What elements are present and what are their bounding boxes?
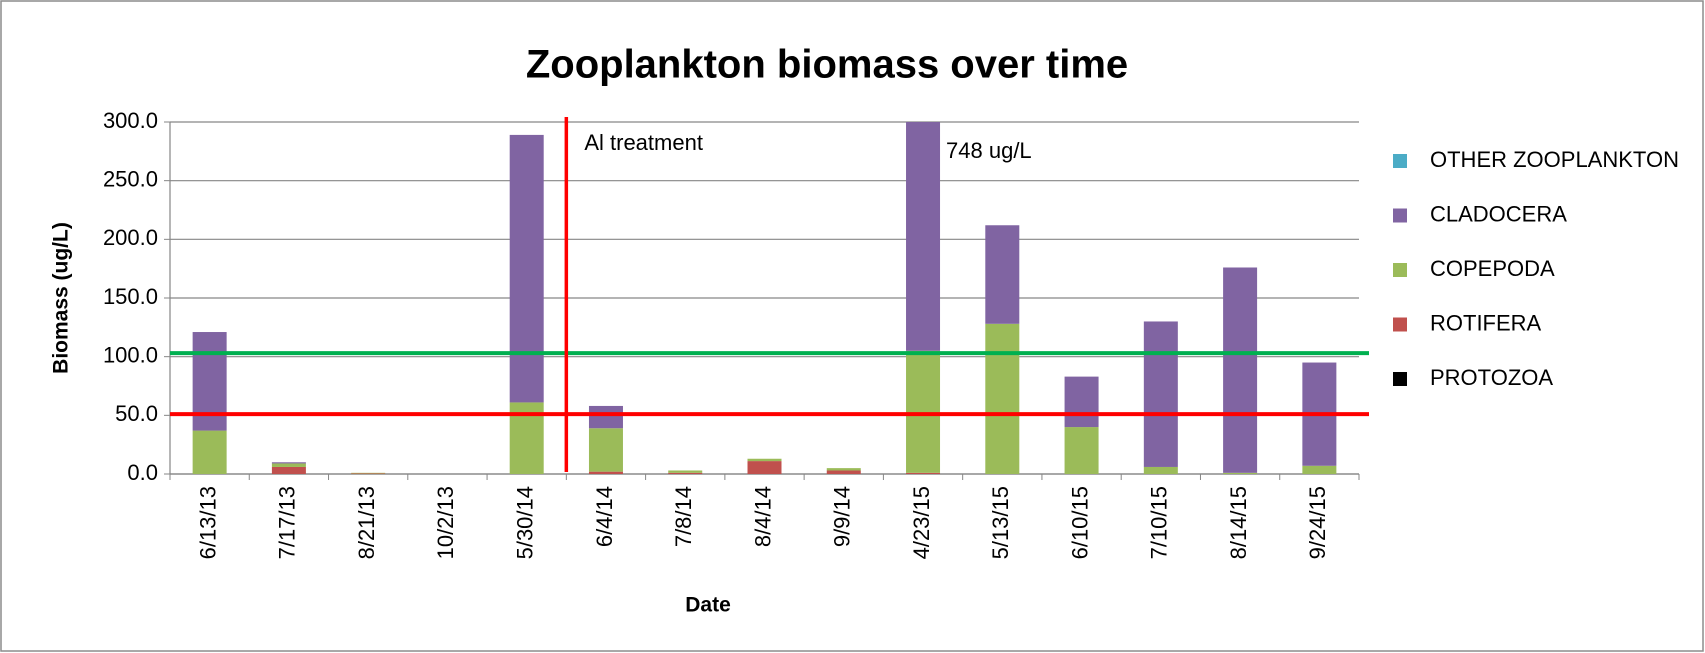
legend-swatch — [1393, 372, 1407, 386]
y-tick-label: 50.0 — [115, 401, 158, 426]
legend-label: ROTIFERA — [1430, 310, 1542, 335]
bar-segment — [826, 468, 861, 471]
x-axis-title: Date — [685, 594, 731, 617]
x-tick-label: 6/13/13 — [195, 486, 220, 559]
legend-label: COPEPODA — [1430, 256, 1555, 281]
legend-swatch — [1393, 154, 1407, 168]
x-tick-label: 8/21/13 — [354, 486, 379, 559]
bar-segment — [985, 323, 1020, 474]
x-tick-label: 5/30/14 — [513, 486, 538, 559]
bar-segment — [1302, 465, 1337, 474]
legend-swatch — [1393, 263, 1407, 277]
bar-segment — [588, 471, 623, 474]
legend-swatch — [1393, 208, 1407, 223]
y-tick-label: 200.0 — [103, 225, 158, 250]
bar-segment — [985, 225, 1020, 324]
x-tick-label: 8/4/14 — [750, 486, 775, 547]
y-axis-title: Biomass (ug/L) — [50, 222, 73, 374]
bar-segment — [747, 461, 782, 474]
y-tick-label: 150.0 — [103, 284, 158, 309]
x-tick-label: 5/13/15 — [988, 486, 1013, 559]
x-tick-label: 10/2/13 — [433, 486, 458, 559]
bar-segment — [906, 350, 941, 473]
bar-segment — [906, 472, 941, 474]
annotation: Al treatment — [584, 130, 703, 155]
y-tick-label: 300.0 — [103, 108, 158, 133]
bar-segment — [192, 430, 227, 474]
x-tick-label: 7/17/13 — [275, 486, 300, 559]
bar-segment — [588, 405, 623, 429]
bar-segment — [271, 466, 306, 474]
x-tick-label: 7/8/14 — [671, 486, 696, 547]
x-tick-label: 6/10/15 — [1067, 486, 1092, 559]
bar-segment — [1223, 472, 1258, 474]
bar-segment — [509, 134, 544, 403]
bar-segment — [271, 462, 306, 464]
bar-segment — [271, 463, 306, 467]
x-tick-label: 9/9/14 — [830, 486, 855, 547]
chart-title: Zooplankton biomass over time — [526, 43, 1128, 87]
bar-segment — [747, 458, 782, 462]
bar-segment — [351, 472, 386, 474]
bar-segment — [1064, 427, 1099, 474]
bar-segment — [1064, 376, 1099, 428]
y-tick-label: 250.0 — [103, 166, 158, 191]
legend-swatch — [1393, 317, 1407, 332]
y-tick-label: 100.0 — [103, 342, 158, 367]
bar-segment — [588, 428, 623, 472]
bar-segment — [668, 472, 703, 474]
annotation: 748 ug/L — [946, 138, 1032, 163]
bar-segment — [351, 473, 386, 474]
bar-segment — [906, 122, 941, 351]
x-tick-label: 9/24/15 — [1305, 486, 1330, 559]
legend-label: PROTOZOA — [1430, 365, 1553, 390]
bar-segment — [1223, 267, 1258, 473]
bar-segment — [826, 470, 861, 474]
legend-label: OTHER ZOOPLANKTON — [1430, 147, 1679, 172]
legend-label: CLADOCERA — [1430, 201, 1567, 226]
bar-segment — [668, 470, 703, 473]
x-tick-label: 7/10/15 — [1147, 486, 1172, 559]
bar-segment — [1143, 321, 1178, 467]
x-tick-label: 8/14/15 — [1226, 486, 1251, 559]
y-tick-label: 0.0 — [127, 460, 158, 485]
x-tick-label: 4/23/15 — [909, 486, 934, 559]
x-tick-label: 6/4/14 — [592, 486, 617, 547]
bar-segment — [1143, 466, 1178, 474]
